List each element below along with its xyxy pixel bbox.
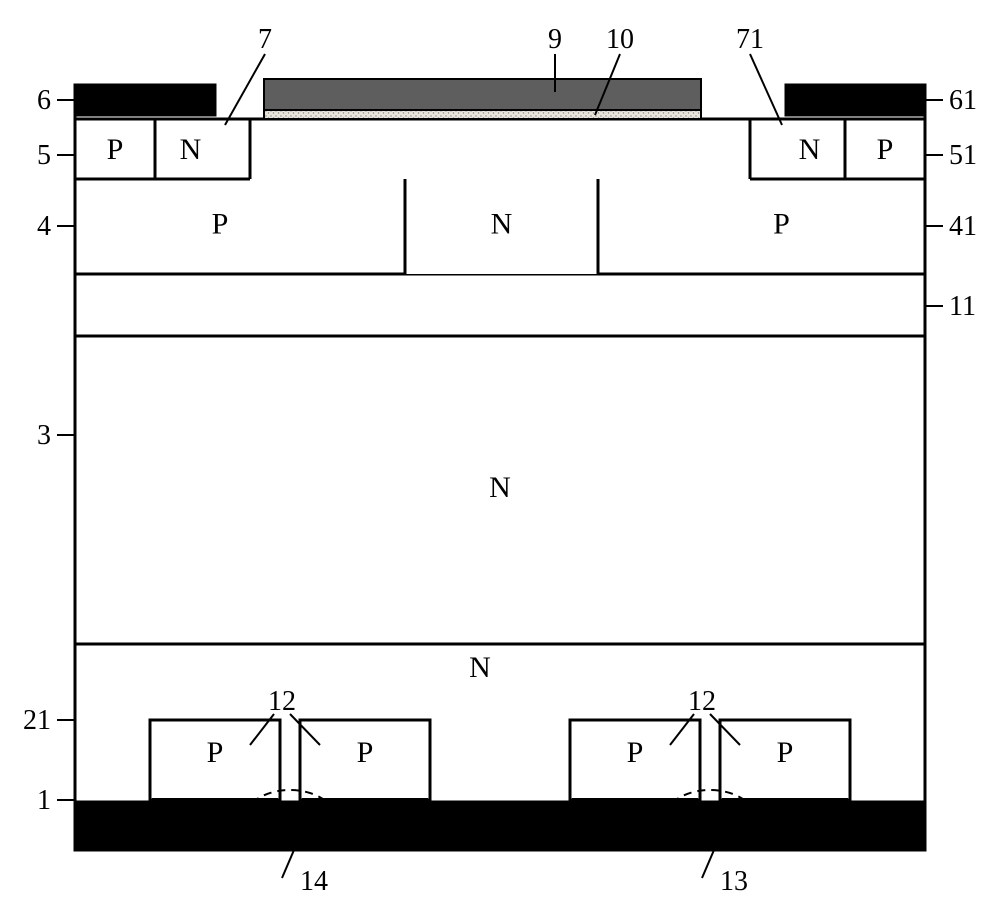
svg-text:P: P — [357, 736, 374, 769]
callout-51: 51 — [949, 140, 977, 171]
svg-text:N: N — [491, 207, 513, 240]
top-strip-bg — [75, 119, 925, 274]
callout-10: 10 — [606, 24, 634, 55]
gate-9 — [264, 79, 701, 110]
gate-oxide-10 — [264, 110, 701, 119]
svg-text:P: P — [877, 133, 894, 166]
svg-text:N: N — [799, 133, 821, 166]
callout-7: 7 — [258, 24, 272, 55]
callout-14: 14 — [300, 866, 328, 897]
callout-4: 4 — [37, 211, 51, 242]
layer-11 — [75, 274, 925, 336]
svg-text:N: N — [489, 471, 511, 504]
callout-41: 41 — [949, 211, 977, 242]
svg-text:P: P — [212, 207, 229, 240]
callout-71: 71 — [736, 24, 764, 55]
callout-13: 13 — [720, 866, 748, 897]
callout-11: 11 — [949, 291, 976, 322]
callout-21: 21 — [23, 705, 51, 736]
electrode-61 — [786, 85, 925, 115]
svg-text:P: P — [107, 133, 124, 166]
callout-12: 12 — [688, 686, 716, 717]
svg-text:P: P — [207, 736, 224, 769]
svg-text:P: P — [777, 736, 794, 769]
callout-61: 61 — [949, 85, 977, 116]
callout-5: 5 — [37, 140, 51, 171]
callout-12: 12 — [268, 686, 296, 717]
callout-3: 3 — [37, 420, 51, 451]
callout-9: 9 — [548, 24, 562, 55]
svg-text:N: N — [180, 133, 202, 166]
bottom-electrode — [75, 800, 925, 850]
svg-text:P: P — [627, 736, 644, 769]
electrode-6 — [75, 85, 215, 115]
svg-text:P: P — [773, 207, 790, 240]
semiconductor-cross-section-diagram: N P P P P N P P N P N N P 6 5 4 3 21 1 61 51 41 11 7 9 10 71 12 12 14… — [0, 0, 1000, 909]
callout-1: 1 — [37, 785, 51, 816]
callout-6: 6 — [37, 85, 51, 116]
svg-text:N: N — [469, 651, 491, 684]
